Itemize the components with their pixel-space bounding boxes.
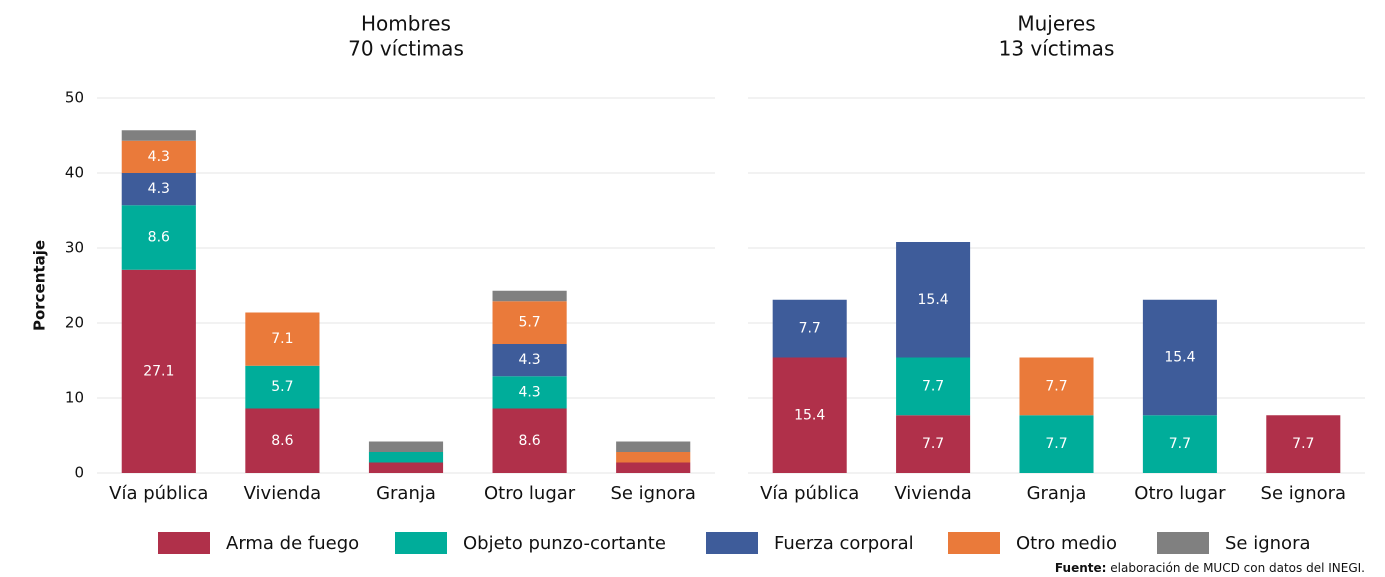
data-label: 8.6 <box>518 433 540 449</box>
data-label: 7.7 <box>799 321 821 337</box>
data-label: 7.1 <box>271 331 293 347</box>
data-label: 4.3 <box>148 181 170 197</box>
bar-segment <box>1266 415 1341 473</box>
chart-subtitle: 70 víctimas <box>348 37 464 61</box>
bar-segment <box>616 462 691 473</box>
x-tick-label: Vivienda <box>244 483 322 504</box>
y-tick-label: 10 <box>65 389 84 407</box>
x-tick-label: Se ignora <box>1261 483 1347 504</box>
bar-segment <box>121 205 196 270</box>
legend-swatch <box>158 532 210 554</box>
legend-swatch <box>948 532 1000 554</box>
bar-segment <box>1019 415 1094 473</box>
data-label: 4.3 <box>148 149 170 165</box>
bar-segment <box>492 408 567 473</box>
bar-segment <box>896 357 971 416</box>
chart-title: Mujeres <box>1017 12 1095 36</box>
data-label: 15.4 <box>918 292 949 308</box>
data-label: 7.7 <box>1292 436 1314 452</box>
data-label: 8.6 <box>148 230 170 246</box>
data-label: 5.7 <box>518 315 540 331</box>
bar-segment <box>616 441 691 452</box>
bar-segment <box>772 357 847 473</box>
bar-segment <box>492 376 567 409</box>
x-tick-label: Otro lugar <box>484 483 576 504</box>
legend-label: Se ignora <box>1225 533 1311 554</box>
bar-segment <box>121 269 196 473</box>
source: Fuente: elaboración de MUCD con datos de… <box>1055 561 1365 575</box>
data-label: 7.7 <box>1045 378 1067 394</box>
bar-segment <box>121 140 196 173</box>
bar-segment <box>121 130 196 141</box>
legend-swatch <box>706 532 758 554</box>
legend-label: Fuerza corporal <box>774 533 914 554</box>
data-label: 7.7 <box>922 378 944 394</box>
data-label: 4.3 <box>518 384 540 400</box>
bar-segment <box>616 452 691 463</box>
y-tick-label: 20 <box>65 314 84 332</box>
data-label: 15.4 <box>1164 350 1195 366</box>
x-tick-label: Se ignora <box>610 483 696 504</box>
legend-label: Objeto punzo-cortante <box>463 533 666 554</box>
x-tick-label: Vía pública <box>760 483 859 504</box>
bar-segment <box>368 452 444 463</box>
bar-segment <box>896 415 971 473</box>
x-tick-label: Granja <box>376 483 436 504</box>
data-label: 8.6 <box>271 433 293 449</box>
x-tick-label: Vía pública <box>109 483 208 504</box>
x-tick-label: Otro lugar <box>1134 483 1226 504</box>
bar-segment <box>772 299 847 358</box>
y-axis-label: Porcentaje <box>31 240 49 331</box>
bar-segment <box>245 312 320 366</box>
chart-subtitle: 13 víctimas <box>999 37 1115 61</box>
legend-label: Otro medio <box>1016 533 1117 554</box>
y-tick-label: 50 <box>65 89 84 107</box>
legend-swatch <box>1157 532 1209 554</box>
bar-segment <box>245 365 320 409</box>
source-text: elaboración de MUCD con datos del INEGI. <box>1110 561 1365 575</box>
bar-segment <box>896 242 971 358</box>
data-label: 7.7 <box>1045 436 1067 452</box>
bar-segment <box>245 408 320 473</box>
data-label: 7.7 <box>1169 436 1191 452</box>
data-label: 4.3 <box>518 352 540 368</box>
x-tick-label: Vivienda <box>894 483 972 504</box>
chart-title: Hombres <box>361 12 451 36</box>
legend-swatch <box>395 532 447 554</box>
bar-segment <box>492 290 567 302</box>
bar-segment <box>368 462 444 473</box>
bar-segment <box>1142 415 1217 473</box>
bar-segment <box>1019 357 1094 416</box>
data-label: 15.4 <box>794 407 825 423</box>
bar-segment <box>492 344 567 377</box>
data-label: 7.7 <box>922 436 944 452</box>
data-label: 27.1 <box>143 363 174 379</box>
y-tick-label: 0 <box>74 464 84 482</box>
data-label: 5.7 <box>271 379 293 395</box>
y-tick-label: 30 <box>65 239 84 257</box>
x-tick-label: Granja <box>1027 483 1087 504</box>
bar-segment <box>1142 299 1217 416</box>
bar-segment <box>368 441 444 452</box>
source-label: Fuente: <box>1055 561 1107 575</box>
y-tick-label: 40 <box>65 164 84 182</box>
legend-label: Arma de fuego <box>226 533 359 554</box>
bar-segment <box>492 301 567 344</box>
bar-segment <box>121 173 196 206</box>
